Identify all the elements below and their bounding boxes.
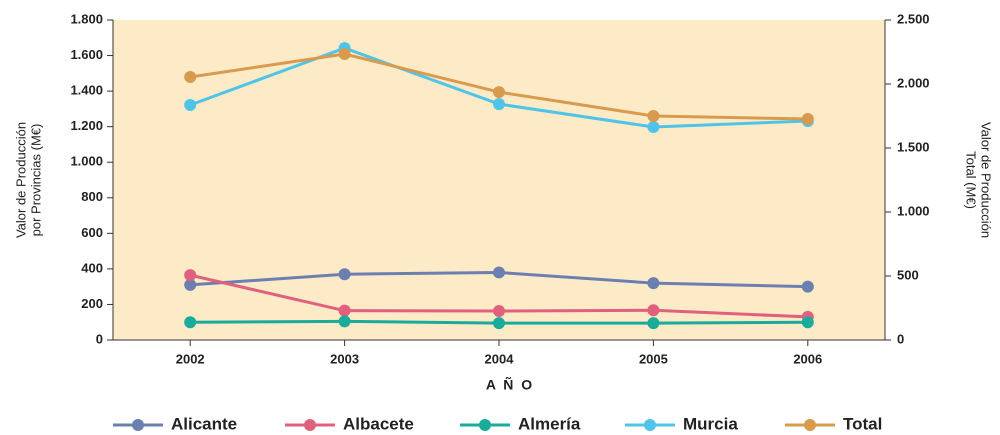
data-point: [493, 305, 505, 318]
x-tick-label: 2004: [485, 351, 515, 366]
data-point: [647, 110, 660, 122]
x-tick-label: 2006: [793, 351, 822, 366]
y2-tick-label: 1.500: [897, 139, 930, 154]
data-point: [647, 277, 660, 290]
x-tick-label: 2005: [639, 351, 668, 366]
legend-marker: [644, 419, 656, 431]
data-point: [184, 278, 197, 291]
x-tick-label: 2002: [176, 351, 205, 366]
y2-tick-label: 1.000: [897, 203, 930, 218]
data-point: [647, 317, 660, 330]
y-tick-label: 1.400: [70, 83, 103, 98]
data-point: [184, 269, 197, 282]
y2-axis-label: Valor de Producción: [979, 122, 994, 238]
data-point: [338, 304, 351, 317]
y-tick-label: 600: [81, 225, 103, 240]
y2-tick-label: 2.500: [897, 11, 930, 26]
legend-label: Murcia: [683, 414, 738, 433]
y2-tick-label: 2.000: [897, 75, 930, 90]
data-point: [184, 70, 197, 83]
y-tick-label: 1.600: [70, 47, 103, 62]
data-point: [493, 317, 505, 330]
legend-label: Albacete: [343, 414, 414, 433]
data-point: [647, 304, 660, 317]
y-tick-label: 1.800: [70, 11, 103, 26]
data-point: [647, 121, 660, 134]
legend-label: Almería: [518, 414, 581, 433]
x-axis-label: A Ñ O: [486, 376, 534, 393]
y-tick-label: 400: [81, 260, 103, 275]
y-axis-label: por Provincias (M€): [28, 124, 43, 237]
data-point: [493, 266, 505, 279]
data-point: [801, 316, 814, 329]
data-point: [184, 98, 197, 111]
legend-marker: [132, 419, 144, 431]
y2-tick-label: 500: [897, 267, 919, 282]
plot-area: [113, 20, 885, 340]
y-tick-label: 1.200: [70, 118, 103, 133]
data-point: [184, 316, 197, 329]
data-point: [338, 315, 351, 328]
data-point: [801, 280, 814, 293]
y-tick-label: 800: [81, 189, 103, 204]
x-tick-label: 2003: [330, 351, 359, 366]
legend-label: Total: [843, 414, 882, 433]
y2-tick-label: 0: [897, 331, 904, 346]
legend-marker: [304, 419, 316, 431]
legend-label: Alicante: [171, 414, 237, 433]
data-point: [801, 112, 814, 125]
legend-marker: [804, 419, 816, 431]
data-point: [493, 98, 505, 111]
y-axis-label: Valor de Producción: [13, 122, 28, 238]
y-tick-label: 1.000: [70, 154, 103, 169]
y2-axis-label: Total (M€): [964, 151, 979, 209]
data-point: [493, 86, 505, 99]
data-point: [338, 48, 351, 61]
y-tick-label: 200: [81, 296, 103, 311]
legend-marker: [479, 419, 491, 431]
y-tick-label: 0: [96, 331, 103, 346]
data-point: [338, 268, 351, 281]
